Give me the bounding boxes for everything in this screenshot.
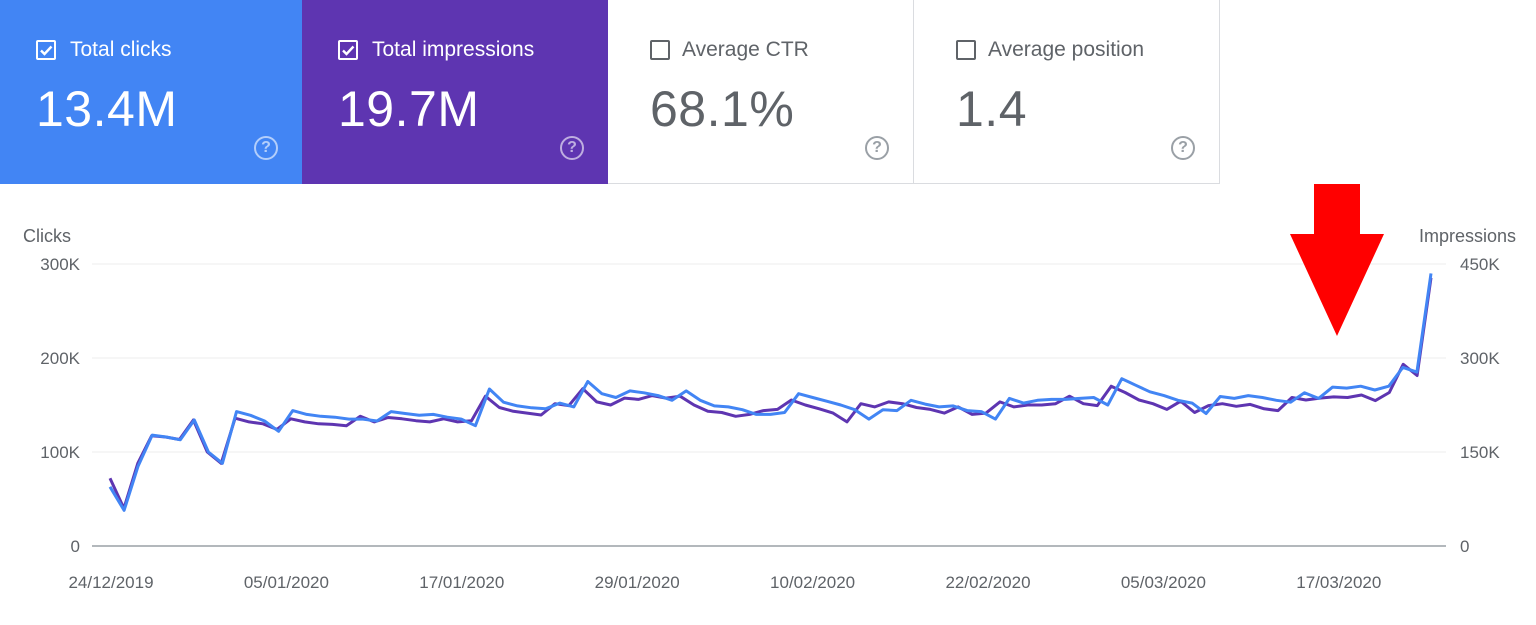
help-circle-icon[interactable]: ? <box>560 136 584 160</box>
average-ctr-card[interactable]: Average CTR 68.1% ? <box>608 0 914 184</box>
right-axis-title: Impressions <box>1419 226 1516 246</box>
down-arrow-icon <box>1290 184 1384 336</box>
x-tick-label: 17/03/2020 <box>1296 573 1381 592</box>
help-circle-icon[interactable]: ? <box>865 136 889 160</box>
checkbox-checked-icon[interactable] <box>36 40 56 60</box>
metric-value: 1.4 <box>956 81 1028 137</box>
right-tick-label: 300K <box>1460 349 1500 368</box>
x-tick-label: 05/03/2020 <box>1121 573 1206 592</box>
right-tick-label: 0 <box>1460 537 1469 556</box>
checkbox-unchecked-icon[interactable] <box>956 40 976 60</box>
left-tick-label: 100K <box>40 443 80 462</box>
x-tick-label: 29/01/2020 <box>595 573 680 592</box>
checkbox-unchecked-icon[interactable] <box>650 40 670 60</box>
metric-value: 13.4M <box>36 81 178 137</box>
metric-label: Average position <box>988 38 1145 61</box>
gridlines <box>92 263 1446 547</box>
x-tick-label: 10/02/2020 <box>770 573 855 592</box>
metric-value: 19.7M <box>338 81 480 137</box>
right-tick-label: 450K <box>1460 255 1500 274</box>
performance-chart: Clicks Impressions 0 0 100K 150K 200K 300K 300… <box>23 184 1516 592</box>
left-tick-label: 0 <box>71 537 80 556</box>
metric-value: 68.1% <box>650 81 795 137</box>
left-tick-label: 200K <box>40 349 80 368</box>
clicks-line <box>108 273 1433 512</box>
right-tick-label: 150K <box>1460 443 1500 462</box>
impressions-line <box>108 277 1433 510</box>
x-tick-label: 05/01/2020 <box>244 573 329 592</box>
total-impressions-card[interactable]: Total impressions 19.7M ? <box>302 0 608 184</box>
help-circle-icon[interactable]: ? <box>254 136 278 160</box>
left-axis-title: Clicks <box>23 226 71 246</box>
total-clicks-card[interactable]: Total clicks 13.4M ? <box>0 0 302 184</box>
metric-label: Total impressions <box>372 38 535 61</box>
x-tick-label: 22/02/2020 <box>945 573 1030 592</box>
help-circle-icon[interactable]: ? <box>1171 136 1195 160</box>
x-tick-label: 24/12/2019 <box>68 573 153 592</box>
checkbox-checked-icon[interactable] <box>338 40 358 60</box>
x-tick-label: 17/01/2020 <box>419 573 504 592</box>
metric-label: Total clicks <box>70 38 172 61</box>
left-tick-label: 300K <box>40 255 80 274</box>
average-position-card[interactable]: Average position 1.4 ? <box>914 0 1220 184</box>
series-lines <box>108 273 1433 512</box>
tick-labels: 0 0 100K 150K 200K 300K 300K 450K 24/12/2019 05/0… <box>40 255 1500 592</box>
metric-cards: Total clicks 13.4M ? Total impressions 1… <box>0 0 1220 184</box>
metric-label: Average CTR <box>682 38 809 61</box>
